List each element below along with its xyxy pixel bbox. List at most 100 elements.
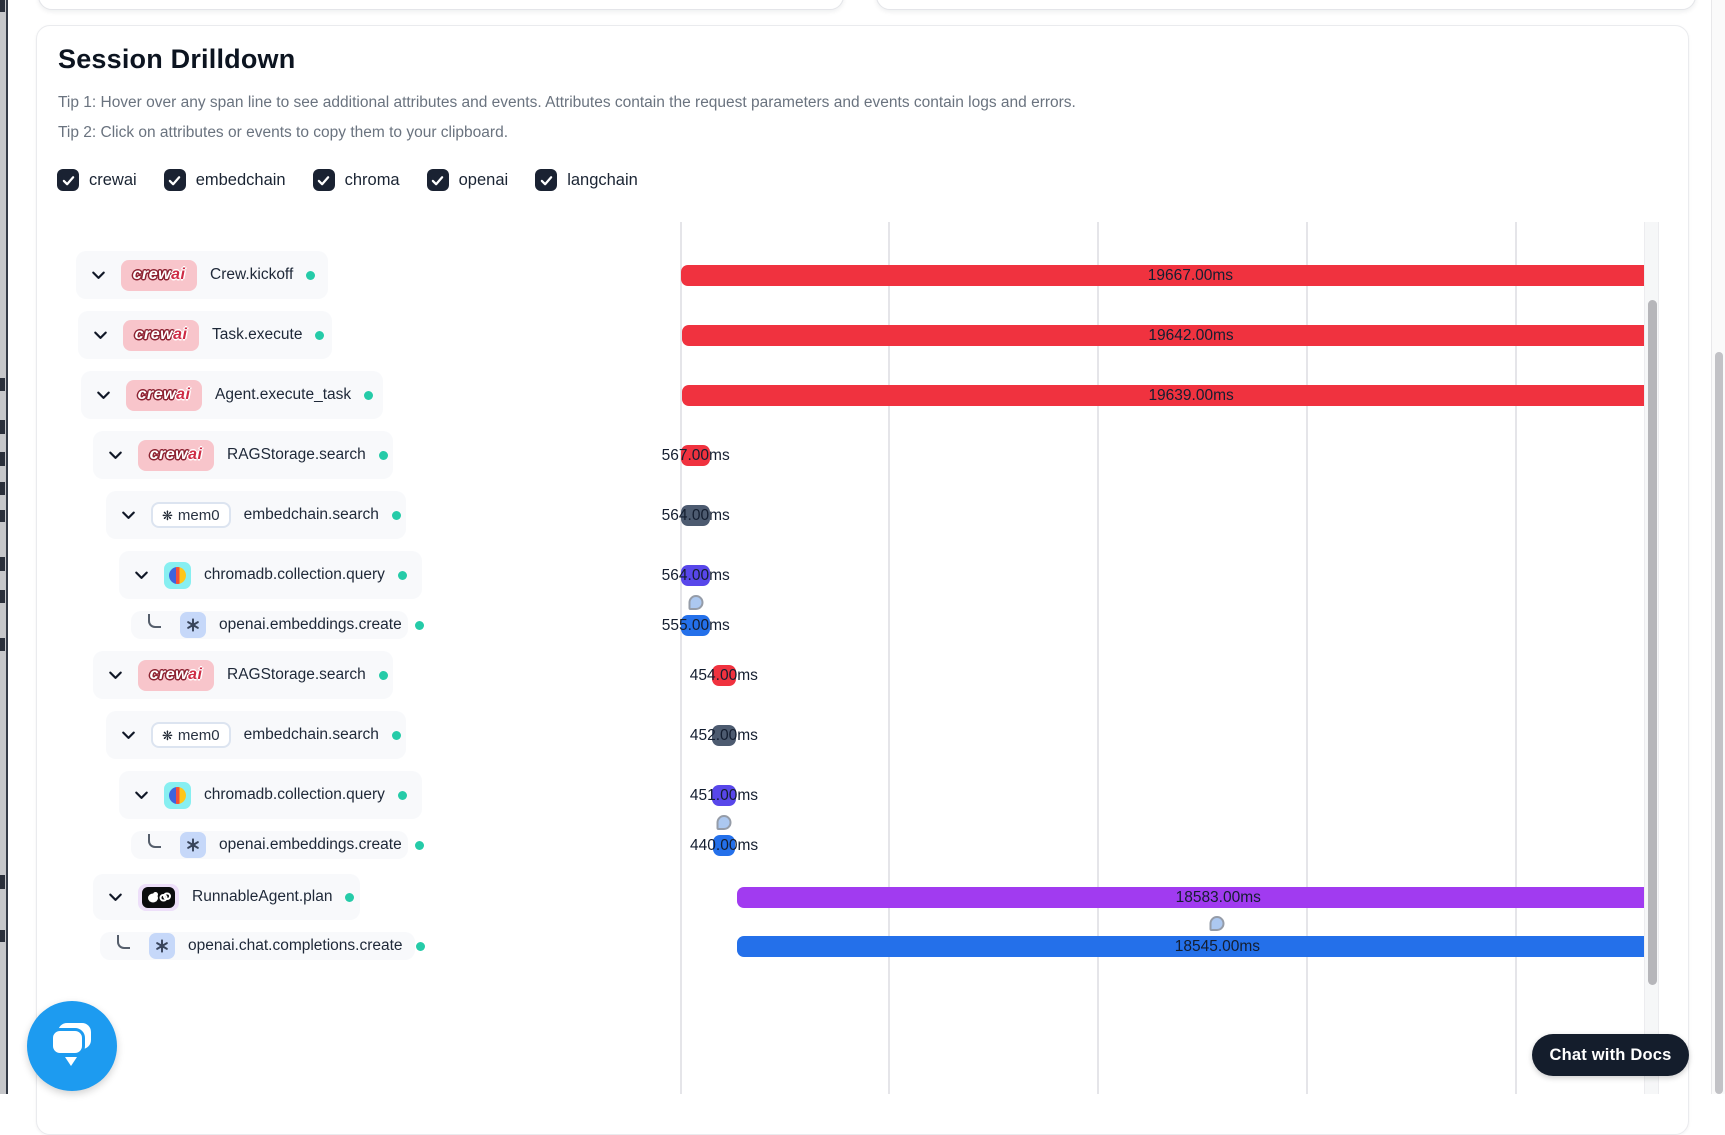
page-scrollbar-thumb[interactable] (1715, 352, 1723, 1094)
checkmark-icon (62, 175, 74, 185)
chevron-down-icon[interactable] (91, 326, 110, 345)
mem0-logo-badge: ❋ mem0 (151, 502, 231, 528)
waterfall-scrollbar[interactable] (1644, 222, 1659, 1094)
span-status-dot (391, 510, 401, 520)
filter-checkbox-chroma[interactable] (312, 169, 335, 191)
span-row-embedchain.search[interactable]: ❋ mem0 embedchain.search (106, 491, 406, 539)
chat-widget-button[interactable] (27, 1001, 117, 1091)
tip-2-text: Tip 2: Click on attributes or events to … (58, 124, 508, 141)
span-label: Task.execute (212, 326, 303, 343)
chroma-circle-icon (169, 786, 186, 804)
filter-label: crewai (89, 170, 137, 189)
chroma-circle-icon (169, 566, 186, 584)
span-label: RunnableAgent.plan (192, 888, 333, 905)
span-status-dot (414, 840, 424, 850)
chevron-down-icon[interactable] (94, 386, 113, 405)
span-status-dot (415, 941, 425, 951)
chevron-down-icon[interactable] (132, 566, 151, 585)
langchain-logo-badge (138, 883, 179, 911)
span-label: embedchain.search (243, 726, 379, 743)
span-label: openai.embeddings.create (219, 616, 402, 633)
span-row-chromadb.collection.query[interactable]: chromadb.collection.query (119, 771, 422, 819)
span-row-chromadb.collection.query[interactable]: chromadb.collection.query (119, 551, 422, 599)
span-label: openai.chat.completions.create (188, 937, 403, 954)
span-status-dot (391, 730, 401, 740)
page-scrollbar[interactable] (1711, 0, 1725, 1094)
left-edge-artifact (0, 420, 5, 434)
filter-langchain[interactable]: langchain (535, 169, 638, 191)
tip-1-text: Tip 1: Hover over any span line to see a… (58, 94, 1076, 111)
left-edge-artifact (0, 557, 5, 571)
left-edge-artifact (0, 378, 5, 391)
filter-crewai[interactable]: crewai (57, 169, 137, 191)
crewai-logo-badge: crew ai (121, 259, 197, 291)
chevron-down-icon[interactable] (119, 726, 138, 745)
langchain-parrot-link-icon (147, 891, 171, 902)
left-edge-artifact (0, 482, 5, 495)
span-status-dot (306, 270, 316, 280)
span-label: RAGStorage.search (227, 446, 366, 463)
mem0-flower-icon: ❋ (162, 507, 173, 523)
checkmark-icon (168, 175, 181, 185)
span-status-dot (397, 790, 407, 800)
filter-label: langchain (567, 170, 638, 189)
left-edge-artifact (0, 875, 5, 889)
filter-label: openai (458, 170, 509, 189)
span-label: RAGStorage.search (227, 666, 366, 683)
openai-logo-badge (149, 933, 175, 959)
checkmark-icon (317, 175, 330, 185)
filter-checkbox-langchain[interactable] (535, 169, 558, 191)
filter-label: embedchain (195, 170, 286, 189)
span-row-RunnableAgent.plan[interactable]: RunnableAgent.plan (93, 874, 360, 920)
waterfall-scrollbar-thumb[interactable] (1648, 300, 1657, 985)
tree-elbow-connector-icon (117, 934, 130, 949)
chevron-down-icon[interactable] (106, 888, 125, 907)
span-status-dot (378, 670, 388, 680)
span-status-dot (414, 620, 424, 630)
filter-checkbox-openai[interactable] (426, 169, 449, 191)
chevron-down-icon[interactable] (106, 666, 125, 685)
filter-openai[interactable]: openai (426, 169, 509, 191)
top-cutoff-panel-right (876, 0, 1696, 10)
span-row-Crew.kickoff[interactable]: crew ai Crew.kickoff (76, 251, 328, 299)
span-row-openai.chat.completions.create[interactable]: openai.chat.completions.create (100, 932, 425, 960)
left-edge-artifact (0, 638, 5, 651)
crewai-logo-badge: crew ai (138, 659, 214, 691)
chroma-logo-badge (164, 561, 191, 589)
span-label: chromadb.collection.query (204, 786, 385, 803)
openai-logo-badge (180, 832, 206, 858)
openai-knot-icon (187, 618, 199, 632)
filter-embedchain[interactable]: embedchain (163, 169, 286, 191)
span-status-dot (397, 570, 407, 580)
chevron-down-icon[interactable] (119, 506, 138, 525)
chroma-logo-badge (164, 781, 191, 809)
openai-logo-badge (180, 612, 206, 638)
page-left-edge-line (5, 0, 8, 1094)
left-edge-artifact (0, 930, 5, 942)
tree-elbow-connector-icon (148, 613, 161, 628)
span-row-RAGStorage.search[interactable]: crew ai RAGStorage.search (93, 431, 393, 479)
span-row-RAGStorage.search[interactable]: crew ai RAGStorage.search (93, 651, 393, 699)
checkmark-icon (540, 175, 552, 185)
crewai-logo-badge: crew ai (138, 439, 214, 471)
chat-bubbles-icon (50, 1028, 85, 1056)
span-row-embedchain.search[interactable]: ❋ mem0 embedchain.search (106, 711, 406, 759)
chevron-down-icon[interactable] (106, 446, 125, 465)
chevron-down-icon[interactable] (89, 266, 108, 285)
left-edge-artifact (0, 590, 5, 603)
span-status-dot (345, 892, 355, 902)
span-row-Agent.execute_task[interactable]: crew ai Agent.execute_task (81, 371, 383, 419)
span-row-Task.execute[interactable]: crew ai Task.execute (78, 311, 332, 359)
chevron-down-icon[interactable] (132, 786, 151, 805)
span-row-openai.embeddings.create[interactable]: openai.embeddings.create (131, 611, 424, 639)
filter-checkbox-embedchain[interactable] (163, 169, 186, 191)
filter-checkbox-crewai[interactable] (57, 169, 79, 191)
openai-knot-icon (187, 838, 199, 852)
filter-chroma[interactable]: chroma (312, 169, 400, 191)
span-row-openai.embeddings.create[interactable]: openai.embeddings.create (131, 831, 424, 859)
span-label: chromadb.collection.query (204, 566, 385, 583)
chat-with-docs-button[interactable]: Chat with Docs (1532, 1034, 1689, 1076)
span-status-dot (364, 390, 374, 400)
span-label: Agent.execute_task (215, 386, 352, 403)
checkmark-icon (431, 175, 444, 185)
